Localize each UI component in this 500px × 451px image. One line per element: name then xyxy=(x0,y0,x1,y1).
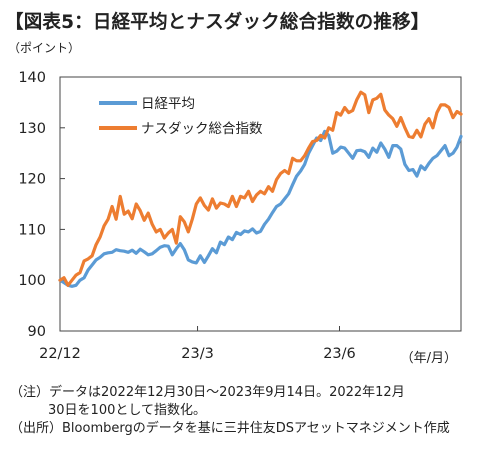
legend-label: ナスダック総合指数 xyxy=(141,121,263,137)
y-tick-label: 100 xyxy=(18,273,46,289)
chart-title: 【図表5：日経平均とナスダック総合指数の推移】 xyxy=(5,12,430,33)
series-line-nasdaq xyxy=(58,90,463,287)
y-tick-label: 90 xyxy=(28,324,46,340)
y-tick-label: 110 xyxy=(18,222,46,238)
y-tick-label: 130 xyxy=(18,121,46,137)
y-tick-label: 120 xyxy=(18,172,46,188)
note-text-2: 30日を100として指数化。 xyxy=(48,403,206,418)
plot-frame xyxy=(59,76,462,332)
notes-block: （注）データは2022年12月30日～2023年9月14日。2022年12月 3… xyxy=(10,384,450,438)
source-text: （出所）Bloombergのデータを基に三井住友DSアセットマネジメント作成 xyxy=(10,421,450,436)
x-axis-label: （年/月） xyxy=(401,351,457,366)
y-tick-label: 140 xyxy=(18,70,46,86)
legend-label: 日経平均 xyxy=(141,96,195,112)
line-chart: 90 100 110 120 130 140 22/12 23/3 23/6 （ポイント） （年/月… xyxy=(8,41,463,366)
x-tick-label: 23/3 xyxy=(181,346,214,362)
x-tick-label: 22/12 xyxy=(39,346,81,362)
series-line-nikkei xyxy=(58,129,463,288)
x-tick-label: 23/6 xyxy=(323,346,356,362)
note-text-1: （注）データは2022年12月30日～2023年9月14日。2022年12月 xyxy=(10,385,405,400)
y-axis-label: （ポイント） xyxy=(8,41,80,55)
